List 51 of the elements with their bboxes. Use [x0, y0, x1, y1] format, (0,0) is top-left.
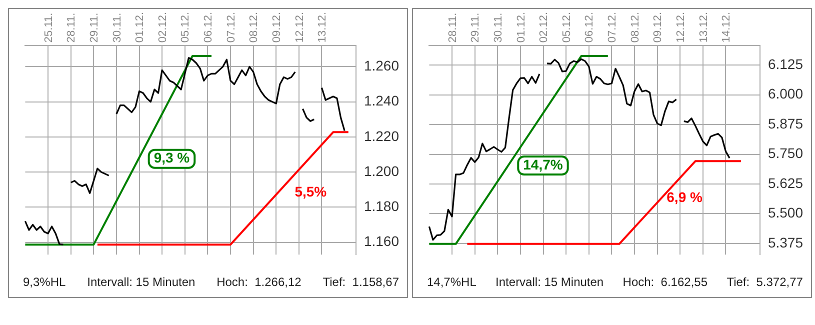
y-tick-label: 5.875 — [768, 115, 804, 132]
x-tick-label: 02.12. — [538, 12, 550, 43]
text: Hoch: 1.266,12 — [216, 275, 302, 289]
text: Tief: 5.372,77 — [726, 275, 803, 289]
x-tick-label: 06.12. — [202, 12, 215, 43]
x-tick-label: 29.11. — [470, 12, 482, 43]
y-tick-label: 1.180 — [364, 198, 400, 214]
x-tick-label: 25.11. — [42, 12, 55, 43]
x-tick-label: 12.12. — [674, 12, 687, 43]
x-tick-label: 14.12. — [720, 12, 733, 43]
x-tick-label: 05.12. — [560, 12, 573, 43]
x-tick-label: 06.12. — [584, 12, 596, 43]
x-tick-label: 30.11. — [111, 12, 124, 43]
x-tick-label: 01.12. — [515, 12, 528, 43]
y-tick-label: 6.000 — [768, 86, 804, 102]
text: Tief: 1.158,67 — [322, 275, 399, 289]
x-tick-label: 05.12. — [180, 12, 192, 43]
x-tick-label: 08.12. — [248, 12, 260, 43]
y-tick-label: 1.200 — [364, 162, 400, 179]
text: Intervall: 15 Minuten — [87, 275, 196, 289]
text: Hoch: 6.162,55 — [622, 275, 708, 289]
annotation: 9,3 % — [154, 150, 190, 166]
y-tick-label: 1.260 — [364, 58, 400, 74]
x-tick-label: 13.12. — [316, 12, 329, 43]
y-tick-label: 5.625 — [768, 174, 804, 191]
annotation: 6,9 % — [666, 189, 703, 206]
x-tick-label: 07.12. — [606, 12, 619, 43]
text: 9,3%HL — [23, 275, 66, 289]
annotation: 14,7% — [523, 156, 564, 172]
x-tick-label: 28.11. — [66, 12, 78, 43]
x-tick-label: 09.12. — [652, 12, 664, 43]
x-tick-label: 30.11. — [492, 12, 504, 43]
y-tick-label: 5.500 — [768, 204, 804, 221]
y-tick-label: 1.240 — [364, 92, 400, 109]
y-tick-label: 1.220 — [364, 128, 400, 144]
x-tick-label: 09.12. — [270, 12, 283, 43]
x-tick-label: 28.11. — [446, 12, 459, 43]
x-tick-label: 12.12. — [294, 12, 306, 43]
y-tick-label: 6.125 — [768, 56, 804, 72]
y-tick-label: 5.750 — [768, 145, 804, 162]
x-tick-label: 07.12. — [225, 12, 238, 43]
y-tick-label: 5.375 — [768, 234, 804, 250]
text: Intervall: 15 Minuten — [496, 275, 604, 289]
annotation: 5,5% — [294, 183, 328, 200]
x-tick-label: 08.12. — [629, 12, 642, 43]
x-tick-label: 02.12. — [156, 12, 169, 43]
x-tick-label: 29.11. — [88, 12, 100, 43]
y-tick-label: 1.160 — [364, 233, 400, 250]
x-tick-label: 13.12. — [698, 12, 710, 43]
x-tick-label: 01.12. — [134, 12, 146, 43]
text: 14,7%HL — [427, 275, 476, 289]
